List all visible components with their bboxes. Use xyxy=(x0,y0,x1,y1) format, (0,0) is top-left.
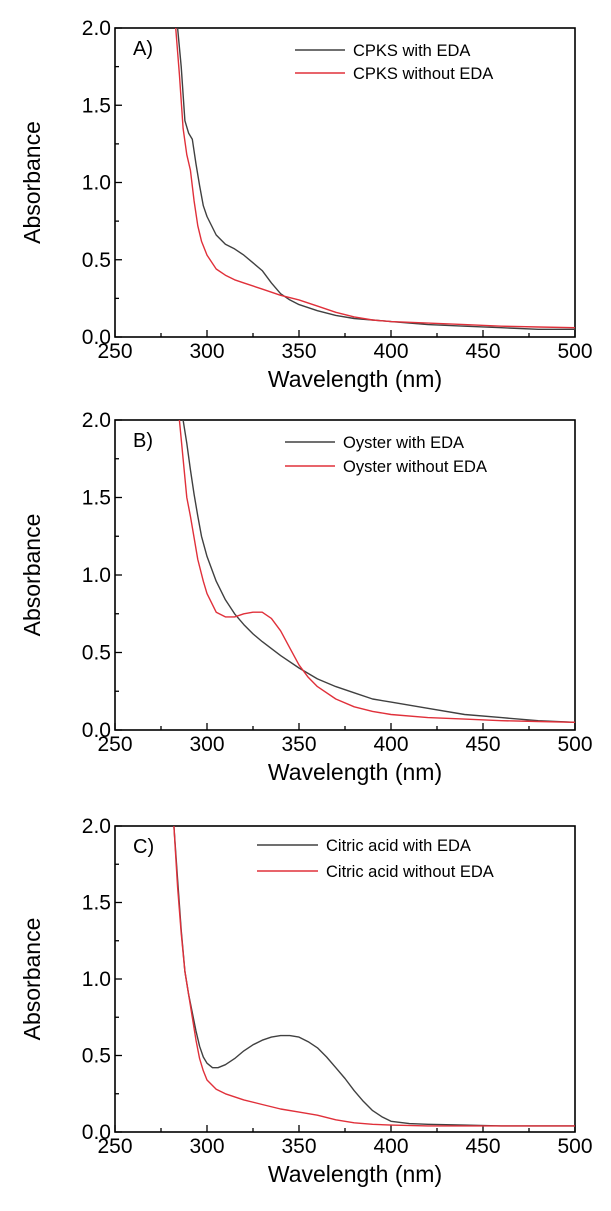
panel-3-x-tick-label: 350 xyxy=(281,1135,316,1158)
panel-2-y-tick-label: 1.5 xyxy=(82,487,111,510)
panel-3-x-axis-title: Wavelength (nm) xyxy=(268,1161,442,1187)
panel-3-series-1-line xyxy=(173,826,575,1127)
panel-2-x-tick-label: 500 xyxy=(557,733,592,756)
panel-1-chart: 250 300 350 400 450 500 0.0 0.5 1.0 1.5 2.0 Wavelen… xyxy=(19,17,593,392)
panel-1-x-tick-label: 250 xyxy=(97,340,132,363)
panel-2-y-tick-label: 1.0 xyxy=(82,564,111,587)
panel-1-y-tick-label: 0.5 xyxy=(82,249,111,272)
panel-1-x-tick-label: 500 xyxy=(557,340,592,363)
panel-1-y-tick-label: 0.0 xyxy=(82,326,111,349)
panel-1-plot-frame xyxy=(114,27,576,338)
panel-1-legend: CPKS with EDA CPKS without EDA xyxy=(295,42,493,83)
panel-3-y-tick-label: 0.0 xyxy=(82,1121,111,1144)
panel-2-x-tick-label: 300 xyxy=(189,733,224,756)
panel-2-legend-label-2: Oyster without EDA xyxy=(343,458,487,476)
panel-3-y-tick-label: 1.0 xyxy=(82,968,111,991)
panel-2-series-2-line xyxy=(178,420,575,723)
panel-2-x-tick-label: 350 xyxy=(281,733,316,756)
panel-1-series-2-line xyxy=(174,28,575,329)
panel-3-y-axis-title: Absorbance xyxy=(19,918,45,1041)
panel-1-legend-label-2: CPKS without EDA xyxy=(353,65,493,83)
panel-2-panel-label: B) xyxy=(133,430,153,452)
panel-3-x-tick-label: 450 xyxy=(465,1135,500,1158)
panel-1-panel-label: A) xyxy=(133,38,153,60)
panel-2-legend-label-1: Oyster with EDA xyxy=(343,434,464,452)
panel-1-y-tick-label: 1.0 xyxy=(82,172,111,195)
panel-2-y-tick-label: 0.0 xyxy=(82,719,111,742)
panel-2-y-axis-title: Absorbance xyxy=(19,514,45,637)
panel-2-series-1-line xyxy=(182,420,575,723)
panel-1-y-tick-label: 2.0 xyxy=(82,17,111,40)
panel-1-y-axis-title: Absorbance xyxy=(19,121,45,244)
panel-3-panel-label: C) xyxy=(133,836,154,858)
panel-2-x-tick-label: 450 xyxy=(465,733,500,756)
panel-2-legend: Oyster with EDA Oyster without EDA xyxy=(285,434,487,476)
panel-2-x-axis-title: Wavelength (nm) xyxy=(268,759,442,785)
panel-3-legend: Citric acid with EDA Citric acid without … xyxy=(257,837,494,881)
panel-2-chart: 250 300 350 400 450 500 0.0 0.5 1.0 1.5 2.0 Wavelen… xyxy=(19,409,593,785)
panel-1-y-tick-label: 1.5 xyxy=(82,94,111,117)
panel-3-series-2-line xyxy=(173,826,575,1127)
panel-3-legend-label-1: Citric acid with EDA xyxy=(326,837,471,855)
panel-3-y-tick-label: 1.5 xyxy=(82,892,111,915)
panel-1-legend-label-1: CPKS with EDA xyxy=(353,42,470,60)
panel-3-x-tick-label: 400 xyxy=(373,1135,408,1158)
panel-2-y-tick-label: 2.0 xyxy=(82,409,111,432)
panel-2-x-tick-label: 400 xyxy=(373,733,408,756)
panel-3-x-tick-label: 250 xyxy=(97,1135,132,1158)
panel-1-x-tick-label: 300 xyxy=(189,340,224,363)
panel-3-y-tick-label: 0.5 xyxy=(82,1045,111,1068)
panel-1-x-axis-title: Wavelength (nm) xyxy=(268,366,442,392)
panel-3-x-tick-label: 300 xyxy=(189,1135,224,1158)
panel-2-y-tick-label: 0.5 xyxy=(82,642,111,665)
panel-1-x-tick-label: 350 xyxy=(281,340,316,363)
panel-3-x-tick-label: 500 xyxy=(557,1135,592,1158)
panel-3-legend-label-2: Citric acid without EDA xyxy=(326,863,494,881)
panel-2-x-tick-label: 250 xyxy=(97,733,132,756)
panel-1-x-tick-label: 450 xyxy=(465,340,500,363)
panel-3-chart: 250 300 350 400 450 500 0.0 0.5 1.0 1.5 2.0 Wavelen… xyxy=(19,815,593,1187)
panel-1-x-tick-label: 400 xyxy=(373,340,408,363)
panel-3-y-tick-label: 2.0 xyxy=(82,815,111,838)
